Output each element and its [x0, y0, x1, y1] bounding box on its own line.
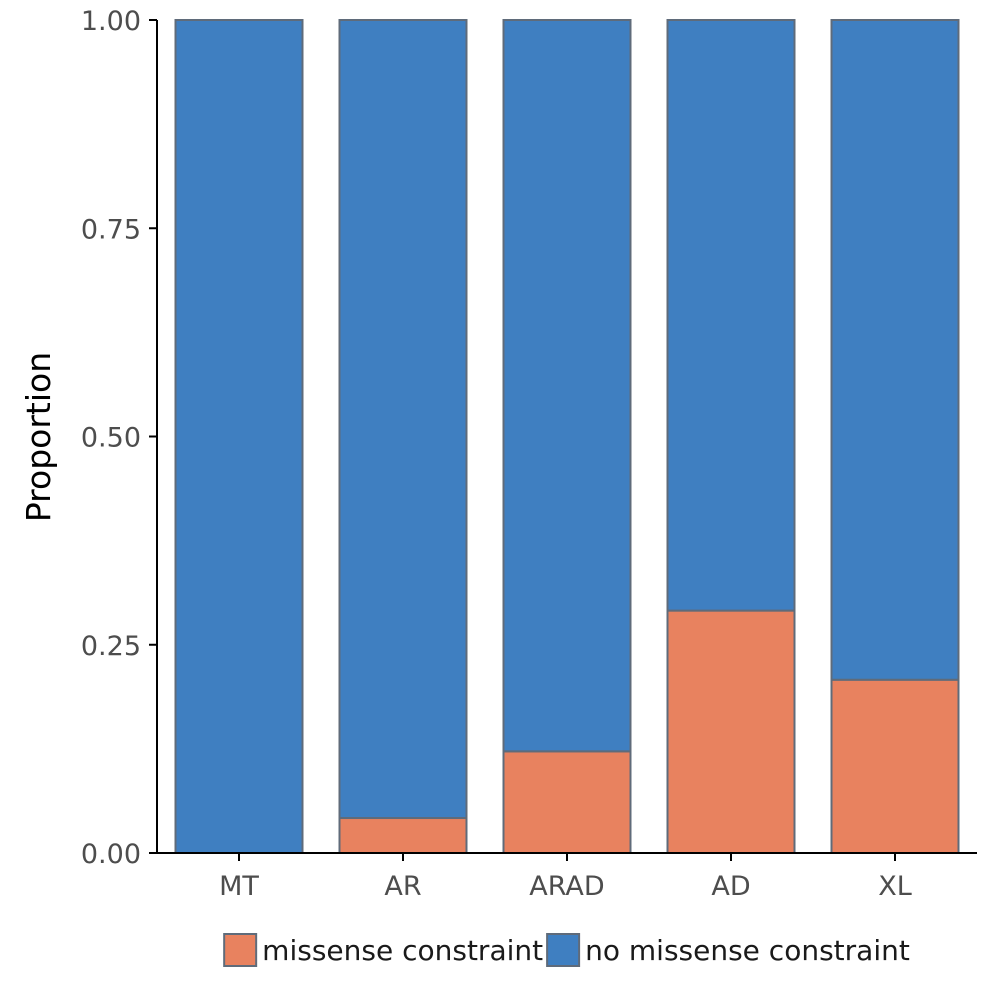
legend-swatch-0	[223, 933, 258, 967]
y-tick-label: 0.75	[81, 214, 141, 245]
x-tick-label: MT	[219, 871, 259, 902]
x-tick-label: AR	[384, 871, 421, 902]
y-tick-label: 0.50	[81, 423, 141, 454]
legend-swatch-1	[546, 933, 581, 967]
bar-xl-series-0	[830, 678, 960, 855]
y-tick-label: 0.25	[81, 631, 141, 662]
bar-mt-series-1	[174, 19, 304, 854]
bar-arad-series-0	[502, 750, 632, 855]
bars-layer	[174, 19, 960, 855]
x-tick-label: ARAD	[529, 871, 604, 902]
bar-ar-series-1	[338, 19, 468, 820]
legend: missense constraint no missense constrain…	[223, 933, 910, 967]
bar-ar-series-0	[338, 817, 468, 854]
bar-ad-series-0	[666, 609, 796, 854]
bar-arad-series-1	[502, 19, 632, 753]
y-axis-ticks: 0.00 0.25 0.50 0.75 1.00	[81, 6, 157, 870]
x-axis-ticks: MT AR ARAD AD XL	[219, 853, 912, 902]
bar-ad-series-1	[666, 19, 796, 612]
x-tick-label: XL	[878, 871, 912, 902]
y-tick-label: 0.00	[81, 839, 141, 870]
bar-xl-series-1	[830, 19, 960, 681]
legend-label-0: missense constraint	[262, 934, 543, 967]
legend-label-1: no missense constraint	[585, 934, 910, 967]
y-axis-title: Proportion	[19, 352, 58, 522]
x-tick-label: AD	[711, 871, 750, 902]
y-tick-label: 1.00	[81, 6, 141, 37]
